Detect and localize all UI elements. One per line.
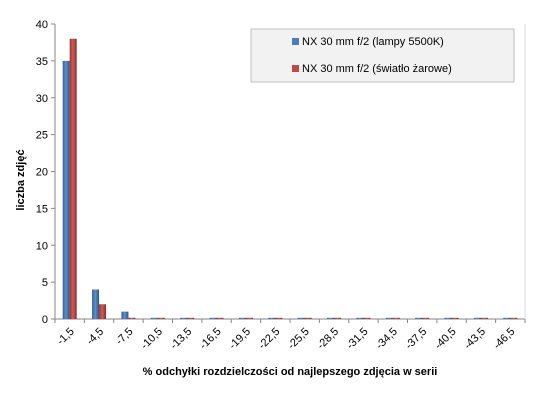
x-tick-label: -43,5 <box>462 326 488 352</box>
bar-series-2--13,5 <box>187 317 195 319</box>
bar-series-1--4,5 <box>92 289 100 319</box>
bar-series-1--10,5 <box>150 317 158 319</box>
y-tick-label: 40 <box>36 19 48 31</box>
bar-series-2--34,5 <box>392 317 400 319</box>
bar-series-2--10,5 <box>157 317 165 319</box>
bar-series-1--13,5 <box>180 317 188 319</box>
bar-series-2--16,5 <box>216 317 224 319</box>
x-tick-label: -28,5 <box>315 326 341 352</box>
bar-series-2--19,5 <box>245 317 253 319</box>
bar-series-1--31,5 <box>356 317 364 319</box>
y-tick-label: 0 <box>42 314 48 326</box>
y-tick-label: 20 <box>36 167 48 179</box>
bar-series-2--31,5 <box>363 317 371 319</box>
y-tick-label: 5 <box>42 277 48 289</box>
bar-series-2--40,5 <box>451 317 459 319</box>
legend-label-series-2: NX 30 mm f/2 (światło żarowe) <box>302 63 452 75</box>
x-ticks: -1,5 -4,5 -7,5 -10,5 -13,5 -16,5 -19,5 -22,5 -25… <box>54 319 526 352</box>
bar-series-1--43,5 <box>473 317 481 319</box>
x-tick-label: -4,5 <box>84 326 106 348</box>
bar-series-1--46,5 <box>503 317 511 319</box>
bars <box>62 38 518 319</box>
y-tick-label: 25 <box>36 130 48 142</box>
bar-series-2--46,5 <box>510 317 518 319</box>
bar-series-1--25,5 <box>297 317 305 319</box>
bar-series-1--19,5 <box>238 317 246 319</box>
bar-series-1--1,5 <box>62 60 70 319</box>
y-tick-label: 30 <box>36 93 48 105</box>
legend-swatch-series-1 <box>292 38 299 45</box>
bar-series-1--37,5 <box>415 317 423 319</box>
x-tick-label: -34,5 <box>374 326 400 352</box>
bar-series-2--4,5 <box>99 304 107 319</box>
y-axis-title: liczba zdjęć <box>15 149 27 210</box>
legend-box <box>250 28 515 83</box>
bar-series-2--28,5 <box>334 317 342 319</box>
x-tick-label: -31,5 <box>344 326 370 352</box>
x-tick-label: -13,5 <box>168 326 194 352</box>
legend-label-series-1: NX 30 mm f/2 (lampy 5500K) <box>302 36 444 48</box>
x-tick-label: -25,5 <box>286 326 312 352</box>
bar-series-1--28,5 <box>327 317 335 319</box>
bar-series-2--43,5 <box>480 317 488 319</box>
x-axis-title: % odchyłki rozdzielczości od najlepszego… <box>143 366 438 378</box>
y-ticks: 0 5 10 15 20 25 30 35 40 <box>36 19 55 326</box>
bar-series-1--34,5 <box>385 317 393 319</box>
x-tick-label: -46,5 <box>491 326 517 352</box>
x-tick-label: -10,5 <box>139 326 165 352</box>
x-tick-label: -22,5 <box>256 326 282 352</box>
x-tick-label: -19,5 <box>227 326 253 352</box>
bar-series-2--22,5 <box>275 317 283 319</box>
bar-series-1--7,5 <box>121 311 129 319</box>
bar-series-2--1,5 <box>69 38 77 319</box>
bar-series-2--25,5 <box>304 317 312 319</box>
bar-series-1--22,5 <box>268 317 276 319</box>
x-tick-label: -40,5 <box>432 326 458 352</box>
bar-series-1--40,5 <box>444 317 452 319</box>
x-tick-label: -37,5 <box>403 326 429 352</box>
y-tick-label: 35 <box>36 56 48 68</box>
bar-series-2--37,5 <box>422 317 430 319</box>
legend: NX 30 mm f/2 (lampy 5500K) NX 30 mm f/2 … <box>250 28 515 83</box>
x-tick-label: -1,5 <box>55 326 77 348</box>
bar-series-2--7,5 <box>128 317 136 319</box>
legend-swatch-series-2 <box>292 65 299 72</box>
x-tick-label: -7,5 <box>114 326 136 348</box>
y-tick-label: 15 <box>36 203 48 215</box>
bar-series-1--16,5 <box>209 317 217 319</box>
y-tick-label: 10 <box>36 240 48 252</box>
x-tick-label: -16,5 <box>197 326 223 352</box>
